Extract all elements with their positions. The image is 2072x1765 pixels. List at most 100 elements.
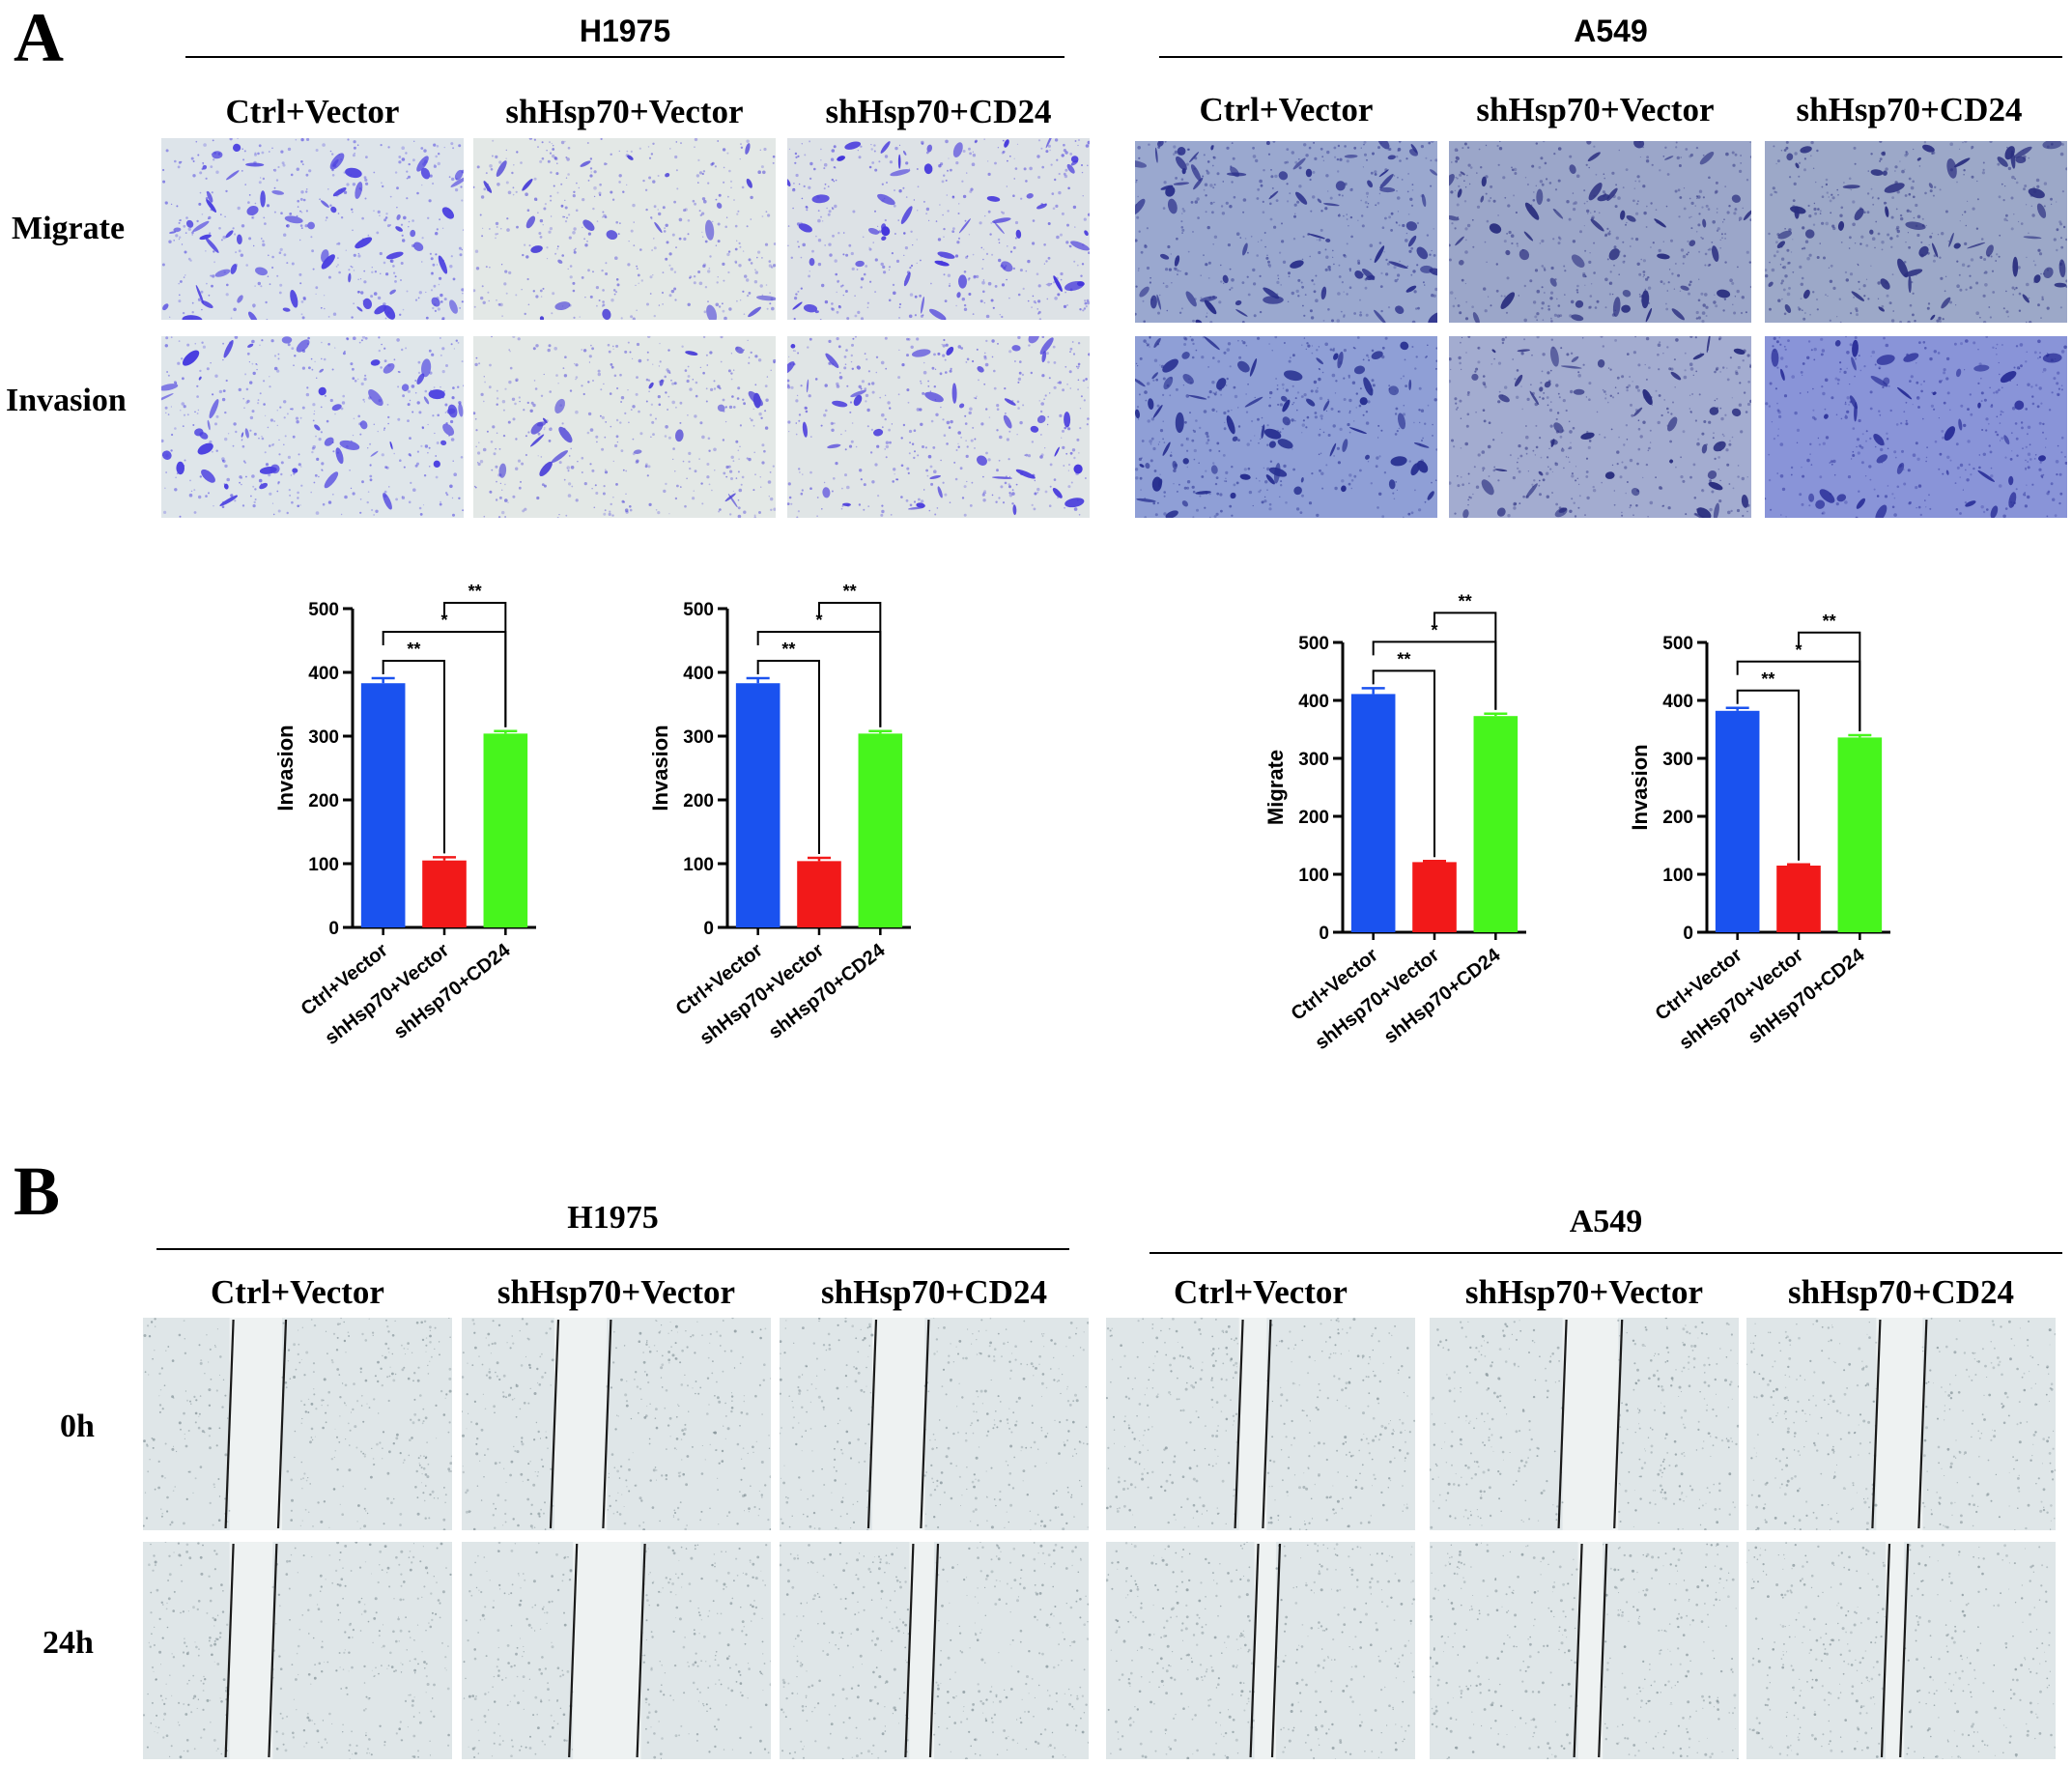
chart3-significance-bracket (1372, 669, 1435, 858)
row-label-migrate: Migrate (12, 211, 126, 246)
condition-label: shHsp70+Vector (505, 93, 744, 130)
condition-label: Ctrl+Vector (225, 93, 400, 130)
micrograph-a549-migrate-shhsp70 (1449, 141, 1751, 323)
panel-a-h1975-title: H1975 (579, 14, 671, 48)
condition-label: shHsp70+CD24 (821, 1273, 1047, 1311)
chart3-bar (1412, 862, 1457, 932)
chart3-y-tick-label: 400 (1298, 692, 1329, 712)
condition-label: Ctrl+Vector (1199, 91, 1374, 128)
chart4-y-tick-label: 100 (1662, 866, 1693, 886)
chart2-y-tick-label: 500 (683, 600, 714, 620)
chart1-significance-label: ** (407, 640, 420, 659)
chart3-significance-label: * (1431, 620, 1437, 640)
chart4-y-tick-label: 0 (1683, 924, 1693, 944)
chart4-significance-bracket (1736, 689, 1800, 861)
wound-image-h1975-24h-ctrl (143, 1542, 452, 1759)
chart1-significance-label: * (440, 611, 447, 630)
panel-b-a549-rule (1150, 1252, 2062, 1254)
chart1-y-tick-label: 500 (308, 600, 339, 620)
panel-a-letter: A (14, 0, 64, 76)
chart4-y-tick-label: 300 (1662, 750, 1693, 770)
chart3-bar (1473, 716, 1519, 932)
chart1-y-tick-label: 0 (328, 919, 339, 939)
chart1-y-label: Invasion (273, 725, 298, 811)
bar-chart-a549-invasion: 0 100 200 300 400 500 Invasion Ctrl+Vector shHsp… (1605, 580, 1915, 1121)
chart1-bar (483, 733, 528, 927)
panel-a-h1975-rule (185, 56, 1064, 58)
panel-b-h1975-rule (156, 1248, 1069, 1250)
chart3-significance-label: ** (1397, 649, 1410, 669)
chart1-y-tick-label: 400 (308, 664, 339, 684)
chart3-bar (1350, 694, 1396, 932)
micrograph-h1975-migrate-shhsp70 (473, 138, 776, 320)
chart4-y-tick-label: 200 (1662, 808, 1693, 828)
chart1-y-tick-label: 300 (308, 727, 339, 748)
chart2-y-tick-label: 100 (683, 855, 714, 875)
micrograph-a549-invasion-shhsp70 (1449, 336, 1751, 518)
chart3-y-tick-label: 100 (1298, 866, 1329, 886)
condition-label: shHsp70+CD24 (1796, 91, 2023, 128)
chart4-y-label: Invasion (1628, 744, 1652, 830)
chart4-significance-bracket (1798, 631, 1861, 731)
micrograph-h1975-invasion-cd24 (787, 336, 1090, 518)
panel-a-a549-title: A549 (1574, 14, 1648, 48)
chart3-x-tick-label: shHsp70+CD24 (1380, 944, 1505, 1048)
wound-image-a549-0h-shhsp70 (1430, 1318, 1739, 1530)
micrograph-a549-invasion-cd24 (1765, 336, 2067, 518)
chart2-y-tick-label: 0 (703, 919, 714, 939)
bar-chart-a549-migrate: 0 100 200 300 400 500 Migrate Ctrl+Vector shHsp7… (1241, 580, 1550, 1121)
chart4-y-tick-label: 500 (1662, 634, 1693, 654)
row-label-invasion: Invasion (6, 383, 127, 418)
chart3-y-tick-label: 200 (1298, 808, 1329, 828)
chart2-bar (735, 683, 781, 927)
chart4-significance-label: ** (1761, 669, 1774, 689)
chart1-x-tick-label: shHsp70+CD24 (390, 939, 515, 1043)
condition-label: Ctrl+Vector (211, 1273, 384, 1311)
panel-b-a549-title: A549 (1569, 1204, 1643, 1239)
wound-image-h1975-0h-ctrl (143, 1318, 452, 1530)
wound-image-h1975-24h-shhsp70 (462, 1542, 771, 1759)
chart2-significance-label: ** (781, 640, 795, 659)
chart1-bar (360, 683, 406, 927)
condition-label: shHsp70+Vector (497, 1273, 736, 1311)
micrograph-a549-invasion-ctrl (1135, 336, 1437, 518)
micrograph-h1975-invasion-ctrl (161, 336, 464, 518)
wound-image-h1975-0h-cd24 (780, 1318, 1089, 1530)
chart2-significance-label: * (815, 611, 822, 630)
micrograph-a549-migrate-cd24 (1765, 141, 2067, 323)
chart2-bar (797, 861, 841, 927)
chart2-significance-label: ** (843, 582, 857, 601)
condition-label: shHsp70+CD24 (1788, 1273, 2014, 1311)
chart4-bar (1715, 710, 1760, 932)
chart4-x-tick-label: shHsp70+CD24 (1745, 944, 1869, 1048)
wound-image-a549-24h-shhsp70 (1430, 1542, 1739, 1759)
chart4-significance-label: * (1795, 641, 1802, 660)
chart1-significance-bracket (382, 659, 445, 854)
chart1-y-tick-label: 200 (308, 791, 339, 811)
wound-image-h1975-24h-cd24 (780, 1542, 1089, 1759)
chart1-significance-bracket (443, 601, 507, 727)
row-label-0h: 0h (60, 1409, 95, 1444)
chart3-y-tick-label: 0 (1319, 924, 1329, 944)
chart2-y-label: Invasion (648, 725, 672, 811)
micrograph-a549-migrate-ctrl (1135, 141, 1437, 323)
condition-label: shHsp70+CD24 (825, 93, 1052, 130)
chart2-y-tick-label: 400 (683, 664, 714, 684)
chart2-y-tick-label: 200 (683, 791, 714, 811)
chart4-bar (1837, 737, 1883, 932)
wound-image-a549-0h-ctrl (1106, 1318, 1415, 1530)
wound-image-a549-24h-ctrl (1106, 1542, 1415, 1759)
chart2-bar (858, 733, 903, 927)
chart2-significance-bracket (818, 601, 882, 727)
chart4-significance-label: ** (1823, 612, 1836, 631)
micrograph-h1975-migrate-cd24 (787, 138, 1090, 320)
bar-chart-h1975-invasion-2: 0 100 200 300 400 500 Invasion Ctrl+Vector shHsp… (626, 580, 935, 1121)
wound-image-a549-0h-cd24 (1746, 1318, 2056, 1530)
condition-label: Ctrl+Vector (1174, 1273, 1348, 1311)
chart3-significance-bracket (1433, 612, 1497, 710)
wound-image-h1975-0h-shhsp70 (462, 1318, 771, 1530)
chart2-x-tick-label: shHsp70+CD24 (765, 939, 890, 1043)
micrograph-h1975-migrate-ctrl (161, 138, 464, 320)
chart3-y-tick-label: 300 (1298, 750, 1329, 770)
chart2-significance-bracket (756, 659, 820, 855)
